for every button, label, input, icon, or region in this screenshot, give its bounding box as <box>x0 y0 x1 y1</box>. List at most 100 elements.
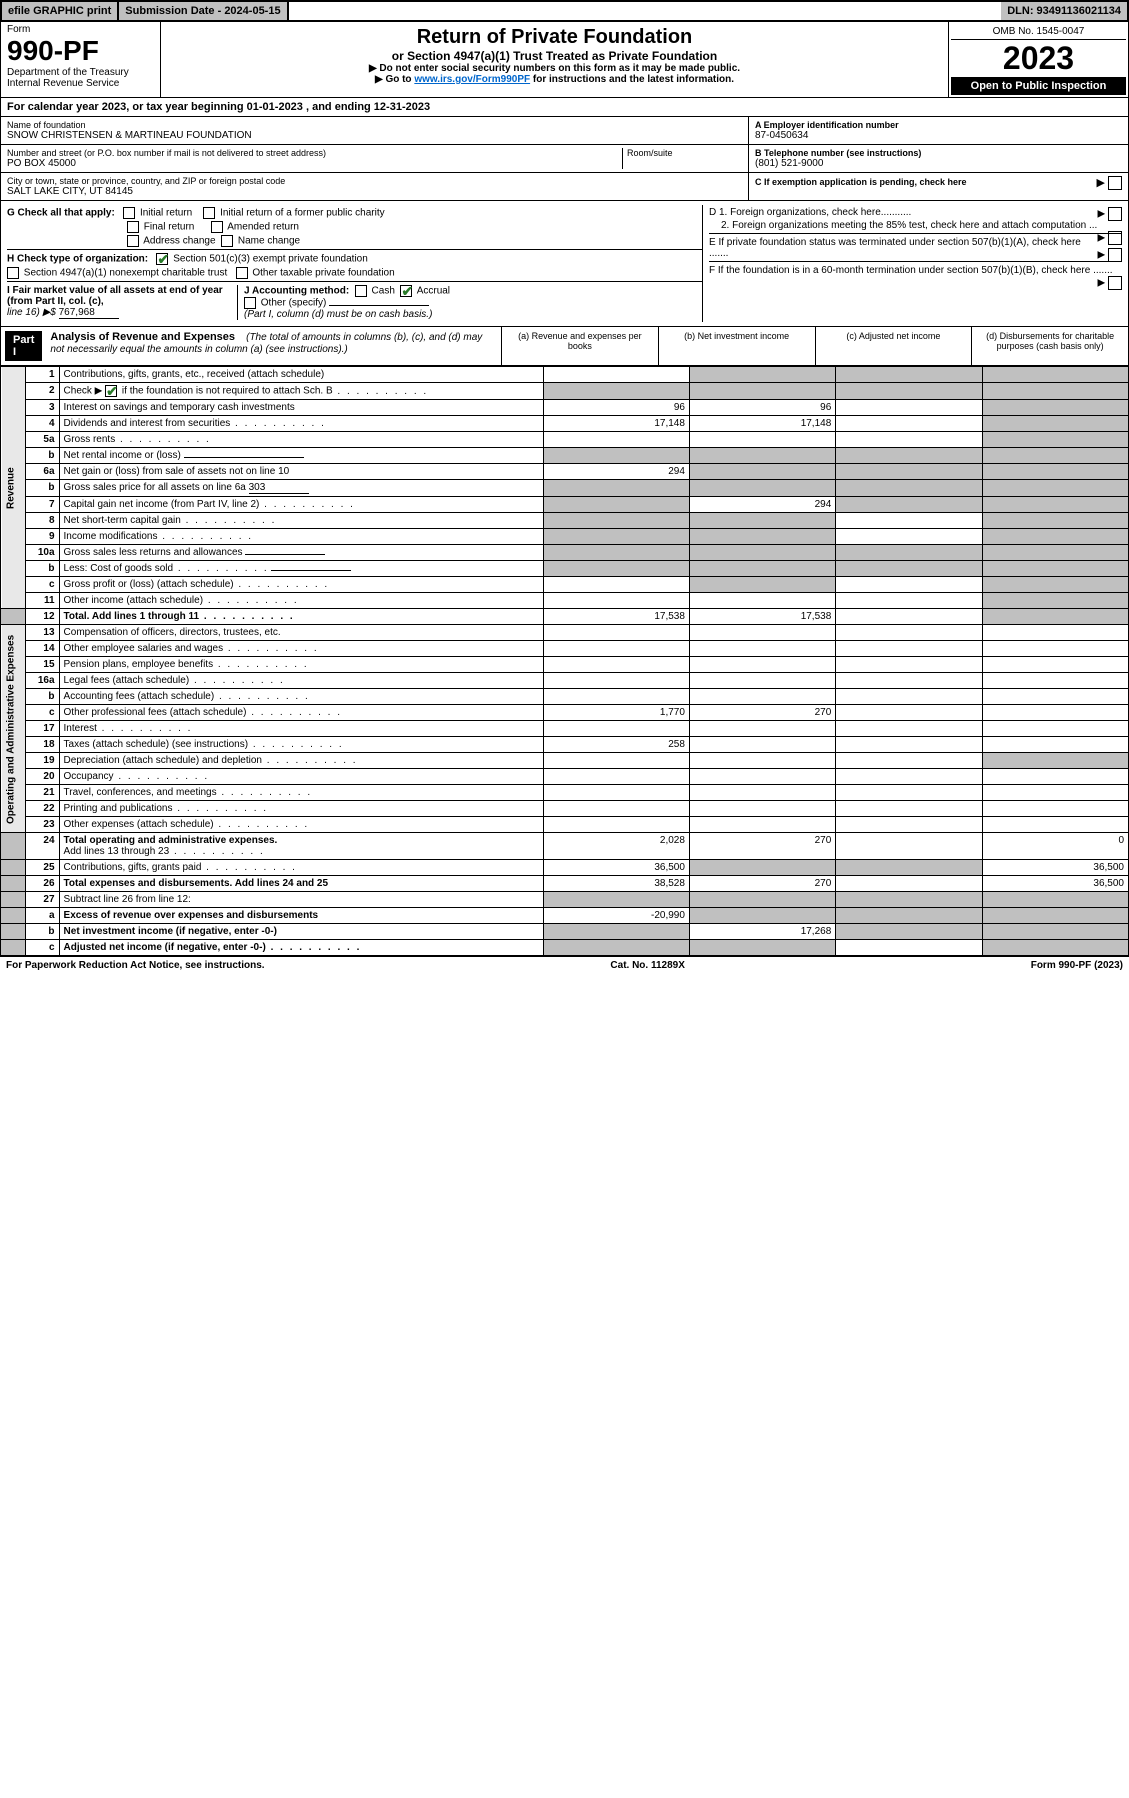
table-row: 10aGross sales less returns and allowanc… <box>1 545 1129 561</box>
goto-note: ▶ Go to www.irs.gov/Form990PF for instru… <box>165 74 944 85</box>
e-cb[interactable] <box>1108 248 1122 262</box>
d2-label: 2. Foreign organizations meeting the 85%… <box>721 220 1097 231</box>
form-subtitle: or Section 4947(a)(1) Trust Treated as P… <box>165 49 944 63</box>
calendar-year: For calendar year 2023, or tax year begi… <box>0 98 1129 117</box>
city-label: City or town, state or province, country… <box>7 176 742 186</box>
j-label: J Accounting method: <box>244 286 349 297</box>
amended-cb[interactable] <box>211 221 223 233</box>
table-row: 20Occupancy <box>1 769 1129 785</box>
table-row: cAdjusted net income (if negative, enter… <box>1 940 1129 956</box>
table-row: 9Income modifications <box>1 529 1129 545</box>
table-row: 14Other employee salaries and wages <box>1 641 1129 657</box>
telephone: (801) 521-9000 <box>755 158 1122 169</box>
table-row: 2Check ▶ if the foundation is not requir… <box>1 383 1129 400</box>
col-a-hdr: (a) Revenue and expenses per books <box>501 327 658 365</box>
cat-no: Cat. No. 11289X <box>610 960 684 971</box>
table-row: Operating and Administrative Expenses 13… <box>1 625 1129 641</box>
form-ref: Form 990-PF (2023) <box>1031 960 1123 971</box>
room-label: Room/suite <box>627 148 742 158</box>
g-label: G Check all that apply: <box>7 208 115 219</box>
inspection-label: Open to Public Inspection <box>951 77 1126 95</box>
entity-info: Name of foundation SNOW CHRISTENSEN & MA… <box>0 117 1129 201</box>
h-label: H Check type of organization: <box>7 254 148 265</box>
part1-title: Analysis of Revenue and Expenses <box>50 331 235 343</box>
table-row: bLess: Cost of goods sold <box>1 561 1129 577</box>
dept-treasury: Department of the Treasury <box>7 67 154 78</box>
form-header: Form 990-PF Department of the Treasury I… <box>0 22 1129 98</box>
table-row: aExcess of revenue over expenses and dis… <box>1 908 1129 924</box>
table-row: 22Printing and publications <box>1 801 1129 817</box>
table-row: 23Other expenses (attach schedule) <box>1 817 1129 833</box>
j-note: (Part I, column (d) must be on cash basi… <box>244 309 432 320</box>
501c3-cb[interactable] <box>156 253 168 265</box>
irs-link[interactable]: www.irs.gov/Form990PF <box>414 74 530 85</box>
table-row: 27Subtract line 26 from line 12: <box>1 892 1129 908</box>
table-row: 18Taxes (attach schedule) (see instructi… <box>1 737 1129 753</box>
tel-label: B Telephone number (see instructions) <box>755 148 1122 158</box>
table-row: cGross profit or (loss) (attach schedule… <box>1 577 1129 593</box>
table-row: bNet rental income or (loss) <box>1 448 1129 464</box>
table-row: 5aGross rents <box>1 432 1129 448</box>
d2-cb[interactable] <box>1108 231 1122 245</box>
fmv-value: 767,968 <box>59 307 119 319</box>
form-number: 990-PF <box>7 35 154 67</box>
c-label: C If exemption application is pending, c… <box>755 177 967 187</box>
table-row: 4Dividends and interest from securities1… <box>1 416 1129 432</box>
efile-label[interactable]: efile GRAPHIC print <box>2 2 119 20</box>
table-row: bNet investment income (if negative, ent… <box>1 924 1129 940</box>
expenses-side-label: Operating and Administrative Expenses <box>1 625 26 833</box>
initial-return-cb[interactable] <box>123 207 135 219</box>
name-label: Name of foundation <box>7 120 742 130</box>
f-cb[interactable] <box>1108 276 1122 290</box>
table-row: 24Total operating and administrative exp… <box>1 833 1129 860</box>
table-row: 21Travel, conferences, and meetings <box>1 785 1129 801</box>
part1-table: Revenue 1Contributions, gifts, grants, e… <box>0 366 1129 956</box>
form-title: Return of Private Foundation <box>165 26 944 49</box>
col-c-hdr: (c) Adjusted net income <box>815 327 972 365</box>
table-row: 15Pension plans, employee benefits <box>1 657 1129 673</box>
i-label: I Fair market value of all assets at end… <box>7 285 223 307</box>
table-row: 26Total expenses and disbursements. Add … <box>1 876 1129 892</box>
table-row: 8Net short-term capital gain <box>1 513 1129 529</box>
final-return-cb[interactable] <box>127 221 139 233</box>
tax-year: 2023 <box>951 40 1126 77</box>
address: PO BOX 45000 <box>7 158 622 169</box>
c-checkbox[interactable] <box>1108 176 1122 190</box>
table-row: 6aNet gain or (loss) from sale of assets… <box>1 464 1129 480</box>
table-row: Revenue 1Contributions, gifts, grants, e… <box>1 367 1129 383</box>
table-row: 11Other income (attach schedule) <box>1 593 1129 609</box>
d1-cb[interactable] <box>1108 207 1122 221</box>
table-row: 17Interest <box>1 721 1129 737</box>
table-row: 7Capital gain net income (from Part IV, … <box>1 497 1129 513</box>
other-taxable-cb[interactable] <box>236 267 248 279</box>
initial-former-cb[interactable] <box>203 207 215 219</box>
d1-label: D 1. Foreign organizations, check here..… <box>709 207 911 218</box>
e-label: E If private foundation status was termi… <box>709 237 1081 259</box>
table-row: cOther professional fees (attach schedul… <box>1 705 1129 721</box>
other-method-cb[interactable] <box>244 297 256 309</box>
page-footer: For Paperwork Reduction Act Notice, see … <box>0 956 1129 974</box>
cash-cb[interactable] <box>355 285 367 297</box>
paperwork-notice: For Paperwork Reduction Act Notice, see … <box>6 960 265 971</box>
name-change-cb[interactable] <box>221 235 233 247</box>
sch-b-cb[interactable] <box>105 385 117 397</box>
4947-cb[interactable] <box>7 267 19 279</box>
f-label: F If the foundation is in a 60-month ter… <box>709 265 1113 276</box>
ein: 87-0450634 <box>755 130 1122 141</box>
ein-label: A Employer identification number <box>755 120 1122 130</box>
part1-header-row: Part I Analysis of Revenue and Expenses … <box>0 327 1129 366</box>
foundation-name: SNOW CHRISTENSEN & MARTINEAU FOUNDATION <box>7 130 742 141</box>
accrual-cb[interactable] <box>400 285 412 297</box>
table-row: 25Contributions, gifts, grants paid36,50… <box>1 860 1129 876</box>
addr-label: Number and street (or P.O. box number if… <box>7 148 622 158</box>
table-row: 3Interest on savings and temporary cash … <box>1 400 1129 416</box>
table-row: bGross sales price for all assets on lin… <box>1 480 1129 497</box>
col-d-hdr: (d) Disbursements for charitable purpose… <box>971 327 1128 365</box>
table-row: 12Total. Add lines 1 through 1117,53817,… <box>1 609 1129 625</box>
submission-date: Submission Date - 2024-05-15 <box>119 2 288 20</box>
city-state-zip: SALT LAKE CITY, UT 84145 <box>7 186 742 197</box>
check-boxes-section: G Check all that apply: Initial return I… <box>0 201 1129 327</box>
addr-change-cb[interactable] <box>127 235 139 247</box>
omb-number: OMB No. 1545-0047 <box>951 24 1126 40</box>
top-bar: efile GRAPHIC print Submission Date - 20… <box>0 0 1129 22</box>
